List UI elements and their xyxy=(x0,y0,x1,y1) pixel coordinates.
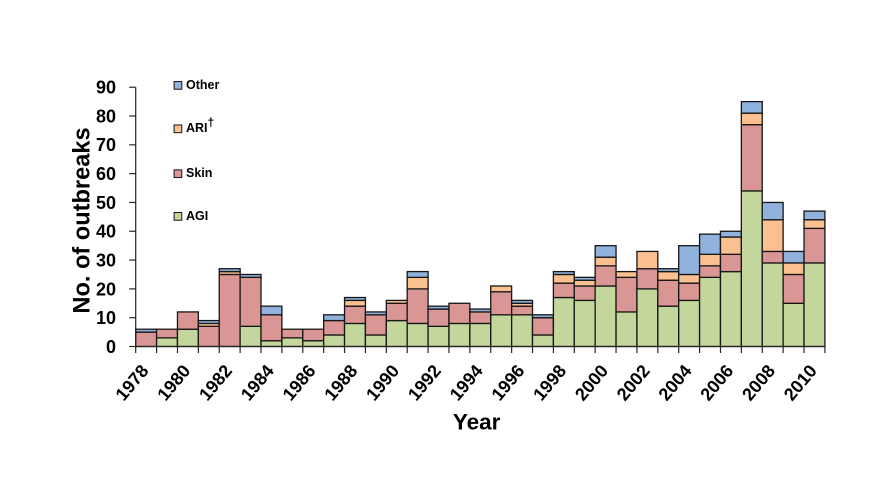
svg-text:ARI: ARI xyxy=(186,121,208,135)
svg-text:70: 70 xyxy=(96,135,116,155)
svg-text:60: 60 xyxy=(96,164,116,184)
svg-text:Skin: Skin xyxy=(186,166,212,180)
svg-text:20: 20 xyxy=(96,279,116,299)
svg-text:90: 90 xyxy=(96,78,116,98)
svg-text:Other: Other xyxy=(186,78,219,92)
svg-text:80: 80 xyxy=(96,106,116,126)
svg-text:40: 40 xyxy=(96,222,116,242)
svg-text:0: 0 xyxy=(106,337,116,357)
svg-text:50: 50 xyxy=(96,193,116,213)
svg-text:30: 30 xyxy=(96,250,116,270)
svg-text:10: 10 xyxy=(96,308,116,328)
svg-text:AGI: AGI xyxy=(186,209,208,223)
svg-text:Year: Year xyxy=(453,410,501,435)
svg-text:†: † xyxy=(208,115,215,129)
svg-text:No. of outbreaks: No. of outbreaks xyxy=(70,127,96,313)
